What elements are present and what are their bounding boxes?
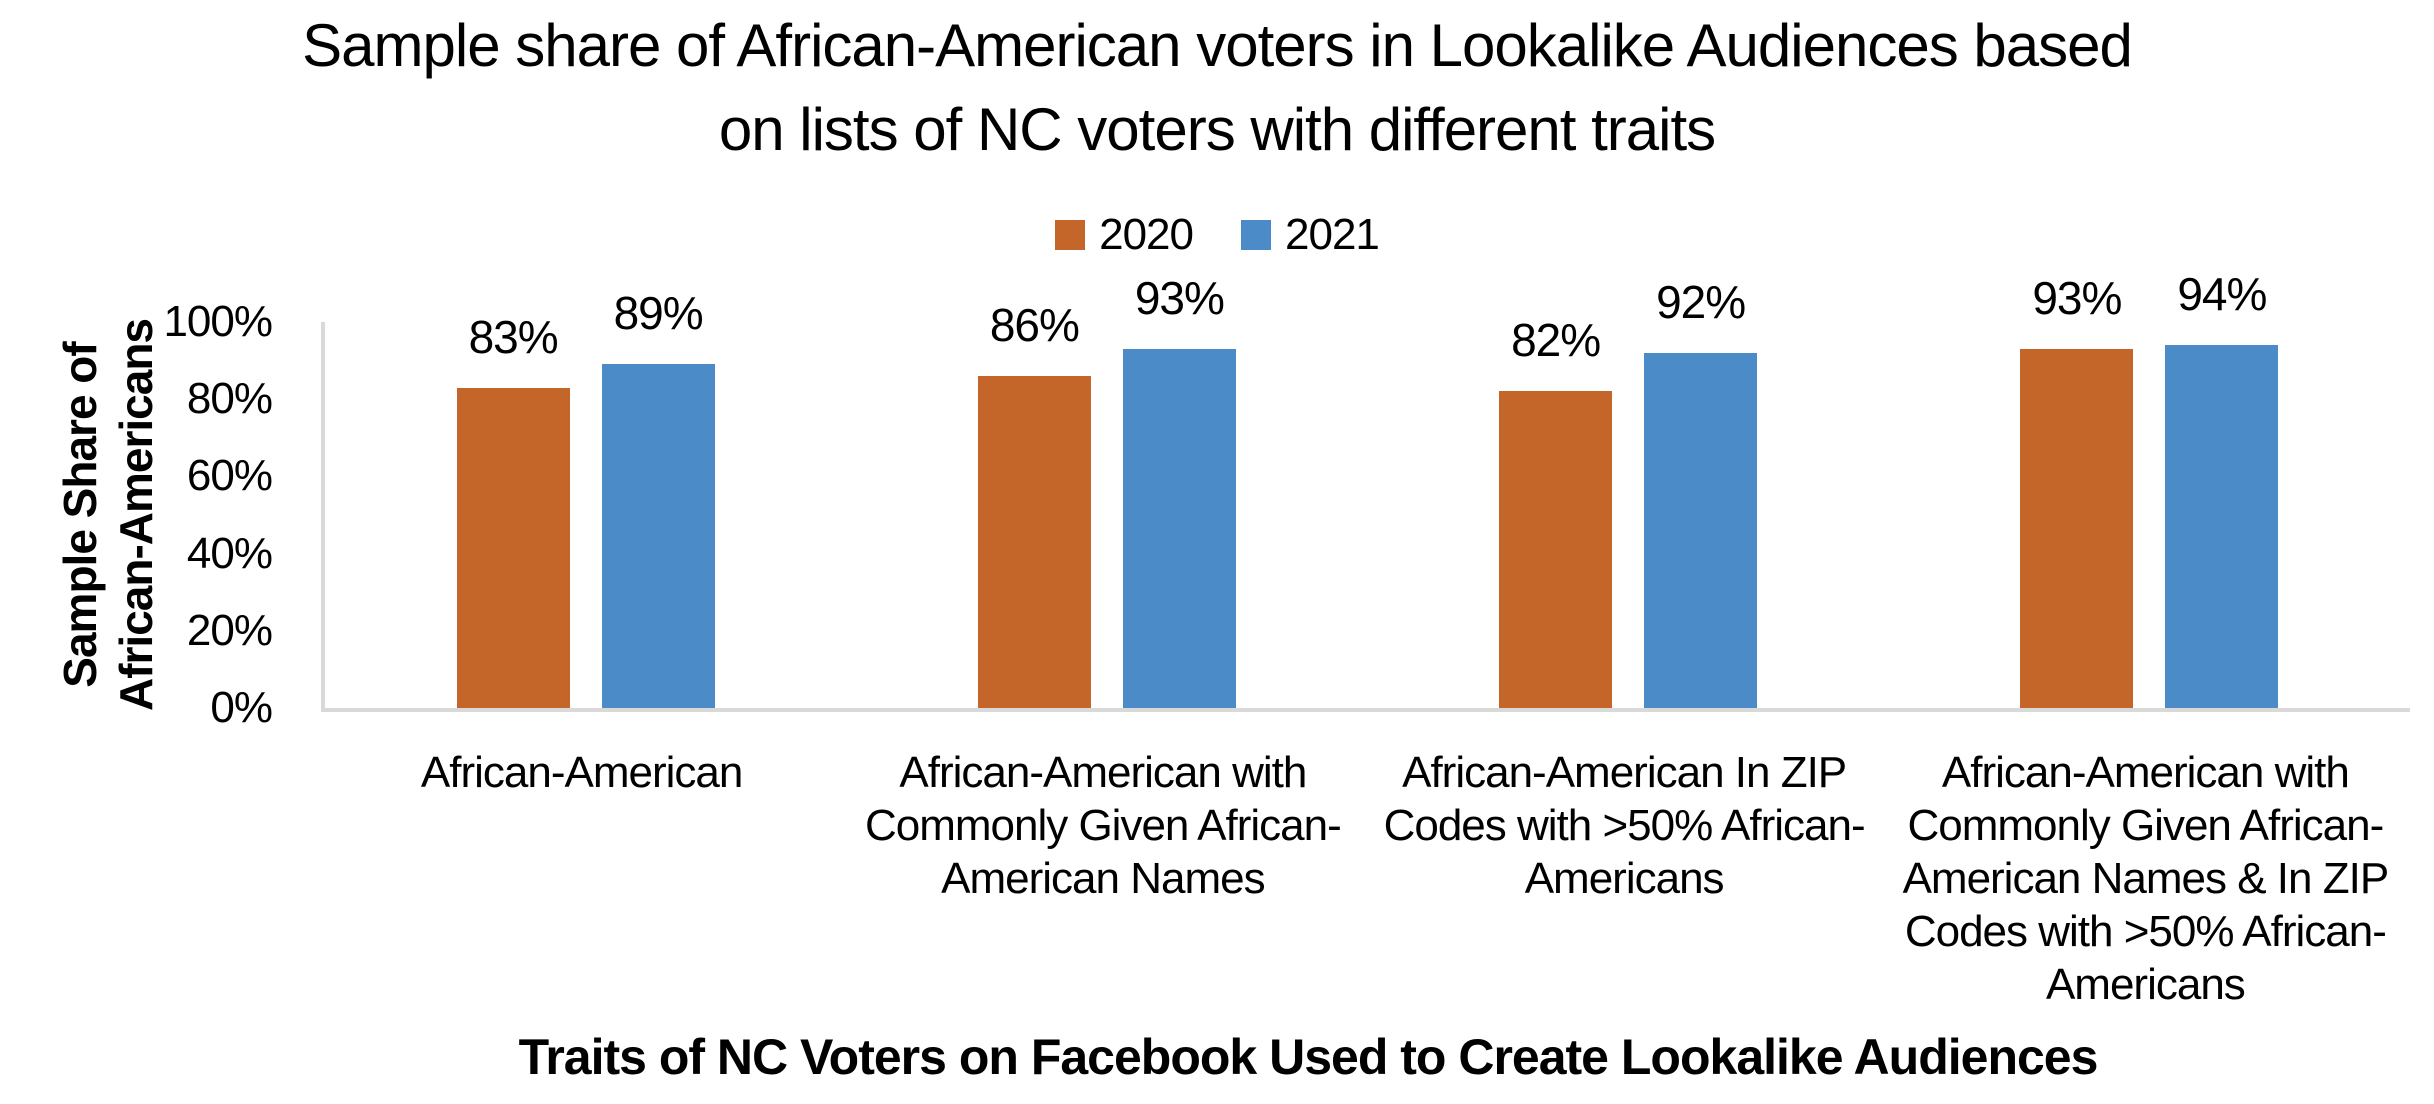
legend-label: 2020 bbox=[1099, 210, 1194, 259]
bar-value-label-2021-2: 92% bbox=[1656, 275, 1746, 328]
y-tick-40%: 40% bbox=[186, 528, 273, 578]
bar-2020-1 bbox=[977, 376, 1091, 708]
y-tick-20%: 20% bbox=[186, 605, 273, 655]
category-label-2: African-American In ZIP Codes with >50% … bbox=[1383, 748, 1866, 903]
bar-2021-0 bbox=[601, 364, 715, 708]
bar-value-label-2020-3: 93% bbox=[2032, 272, 2122, 325]
bar-group-2: 82% 92% bbox=[1368, 277, 1889, 708]
category-label-0: African-American bbox=[420, 748, 743, 797]
legend-item-2021: 2021 bbox=[1241, 210, 1380, 260]
category-label-3: African-American with Commonly Given Afr… bbox=[1902, 748, 2390, 1009]
y-tick-0%: 0% bbox=[210, 683, 273, 732]
bar-value-label-2021-3: 94% bbox=[2177, 268, 2267, 321]
x-axis-category-labels: African-American African-American with Co… bbox=[321, 746, 2406, 1011]
y-tick-100%: 100% bbox=[163, 297, 273, 346]
bar-value-label-2020-0: 83% bbox=[468, 310, 559, 363]
bar-wrap-2021-0: 89% bbox=[601, 288, 715, 708]
category-label-1: African-American with Commonly Given Afr… bbox=[864, 748, 1342, 903]
bar-wrap-2021-3: 94% bbox=[2165, 269, 2279, 708]
x-axis-title: Traits of NC Voters on Facebook Used to … bbox=[518, 1029, 2099, 1085]
bar-2021-3 bbox=[2165, 345, 2279, 708]
bar-value-label-2020-2: 82% bbox=[1511, 314, 1601, 367]
bar-wrap-2020-1: 86% bbox=[977, 300, 1091, 708]
bar-wrap-2021-2: 92% bbox=[1644, 277, 1758, 708]
bar-group-3: 93% 94% bbox=[1889, 269, 2410, 708]
legend-label: 2021 bbox=[1285, 210, 1380, 259]
bar-wrap-2021-1: 93% bbox=[1122, 273, 1236, 708]
bar-groups: 83% 89% 86% 93% 82% 92% 93% 94% bbox=[325, 269, 2410, 708]
bar-2020-0 bbox=[456, 387, 570, 708]
plot-area: 83% 89% 86% 93% 82% 92% 93% 94% bbox=[321, 269, 2410, 712]
bar-2020-3 bbox=[2020, 349, 2134, 708]
chart-title: Sample share of African-American voters … bbox=[302, 12, 2133, 163]
legend-item-2020: 2020 bbox=[1055, 210, 1194, 260]
legend: 2020 2021 bbox=[0, 210, 2434, 260]
bar-value-label-2020-1: 86% bbox=[989, 299, 1080, 352]
bar-wrap-2020-3: 93% bbox=[2020, 273, 2134, 708]
bar-2020-2 bbox=[1499, 391, 1613, 708]
y-tick-80%: 80% bbox=[186, 374, 273, 424]
bar-value-label-2021-0: 89% bbox=[613, 287, 704, 340]
bar-group-1: 86% 93% bbox=[846, 273, 1367, 708]
bar-2021-1 bbox=[1122, 349, 1236, 708]
y-tick-60%: 60% bbox=[186, 451, 273, 501]
bar-wrap-2020-0: 83% bbox=[456, 312, 570, 708]
y-axis-tick-labels: 100% 80% 60% 40% 20% 0% bbox=[100, 297, 273, 732]
bar-2021-2 bbox=[1644, 352, 1758, 708]
legend-swatch-2021 bbox=[1241, 220, 1271, 250]
bar-group-0: 83% 89% bbox=[325, 288, 846, 708]
legend-swatch-2020 bbox=[1055, 220, 1086, 250]
bar-wrap-2020-2: 82% bbox=[1499, 315, 1613, 708]
bar-value-label-2021-1: 93% bbox=[1134, 272, 1225, 325]
